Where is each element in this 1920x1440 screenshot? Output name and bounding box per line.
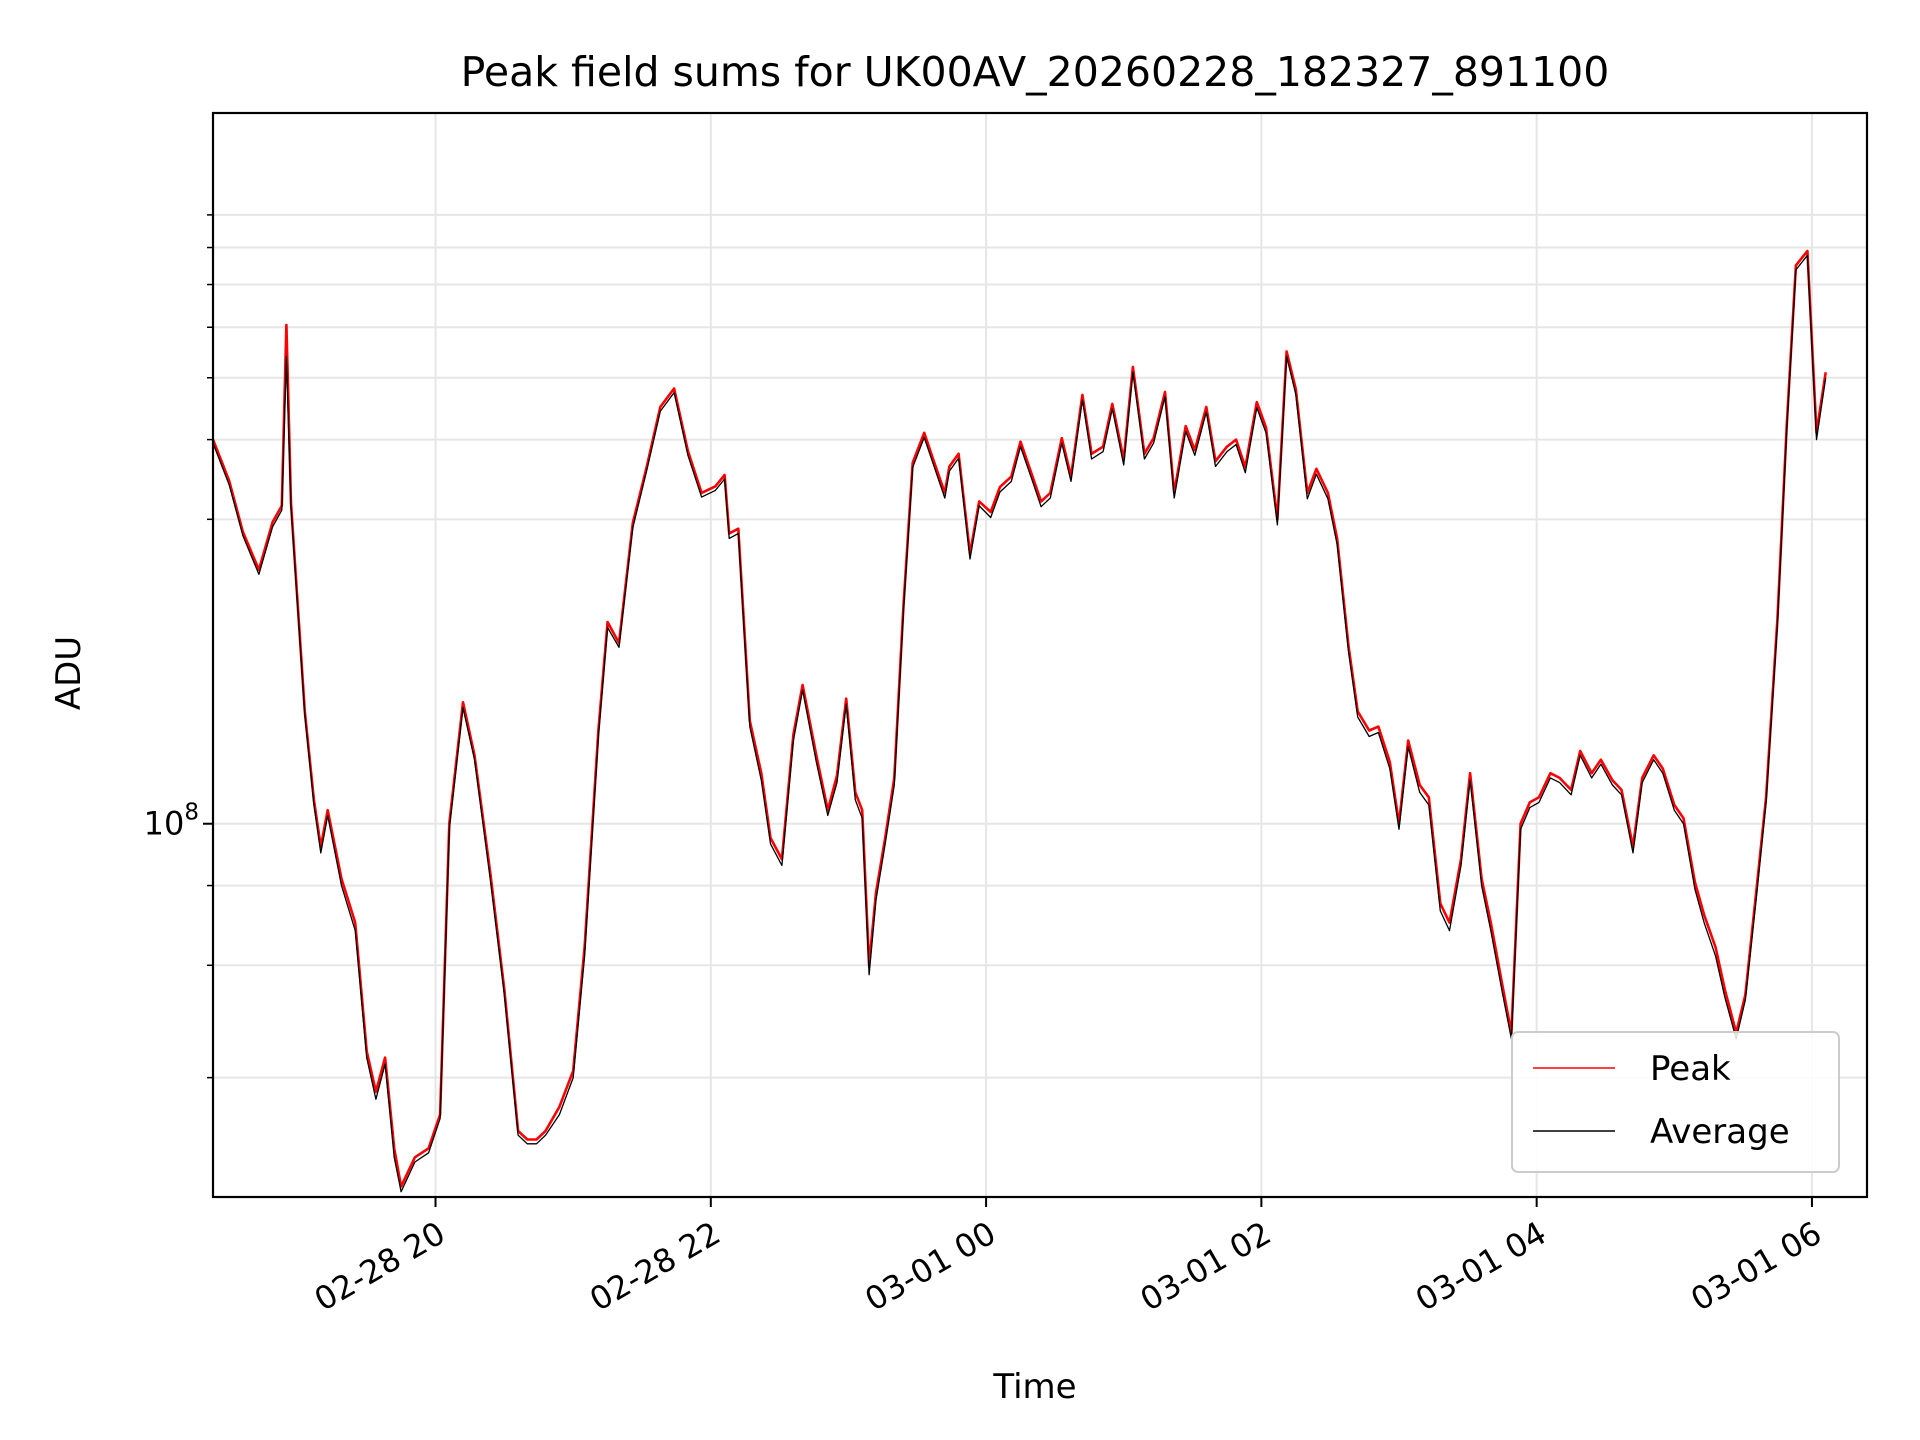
y-axis-title: ADU	[49, 636, 89, 710]
plot-lines	[211, 249, 1827, 1193]
legend-label-peak: Peak	[1650, 1049, 1731, 1089]
series-line-average	[212, 254, 1827, 1193]
y-axis: 108	[144, 214, 213, 1079]
legend: Peak Average	[1511, 1031, 1840, 1173]
grid	[213, 113, 1867, 1197]
series-line-peak	[211, 249, 1827, 1188]
y-tick-label-exponent: 8	[184, 800, 199, 826]
x-axis-title: Time	[992, 1367, 1076, 1407]
legend-box	[1511, 1031, 1840, 1173]
plot-area-frame	[211, 111, 1869, 1199]
legend-label-average: Average	[1650, 1112, 1790, 1152]
y-tick-label-base: 10	[144, 805, 185, 843]
y-tick-label: 108	[144, 800, 199, 843]
chart-title: Peak field sums for UK00AV_20260228_1823…	[461, 48, 1610, 96]
